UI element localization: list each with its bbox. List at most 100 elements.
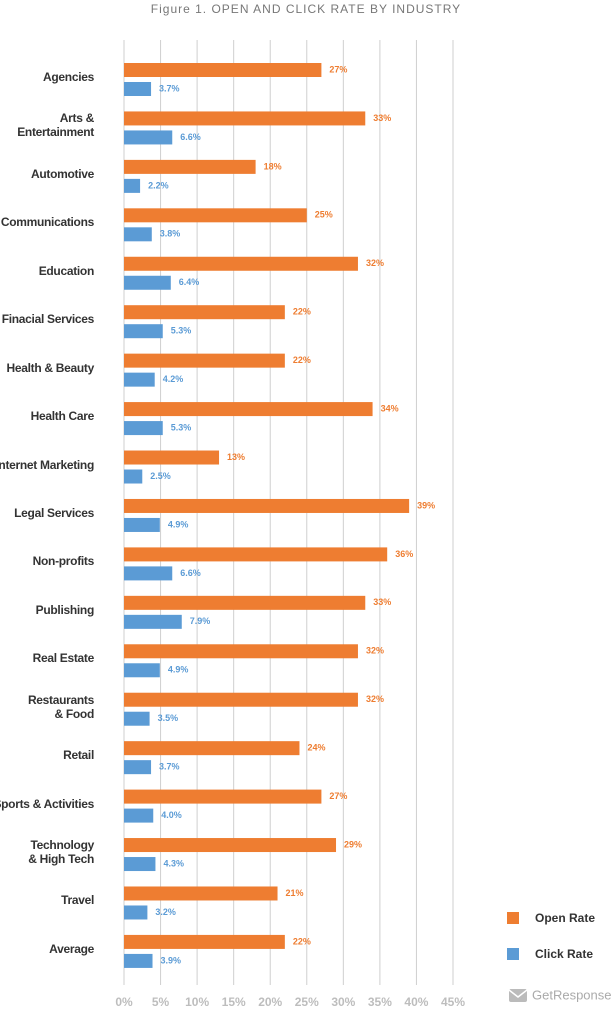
value-label: 5.3% [171,326,192,336]
y-tick-label: Publishing [35,602,95,617]
bar [124,372,155,387]
logo-icon [509,989,527,1002]
bar [124,353,285,368]
legend-swatch [507,912,519,924]
y-tick-label: Automotive [30,166,94,181]
y-tick-label: Average [49,941,94,956]
value-label: 3.8% [160,229,181,239]
y-tick-label: Internet Marketing [0,457,94,472]
x-tick-label: 35% [368,995,392,1009]
value-label: 6.6% [180,568,201,578]
value-label: 32% [366,258,384,268]
y-tick-label: Technology & High Tech [28,838,94,867]
bar [124,421,163,436]
legend-swatch [507,948,519,960]
x-tick-label: 15% [222,995,246,1009]
y-tick-label: Sports & Activities [0,796,94,811]
value-label: 3.7% [159,762,180,772]
bar [124,275,171,290]
y-tick-label: Real Estate [32,651,95,666]
value-label: 33% [373,597,391,607]
legend-label: Open Rate [535,911,595,925]
x-tick-label: 0% [115,995,133,1009]
bar [124,711,150,726]
bar [124,934,285,949]
bar [124,402,373,417]
bar [124,159,256,174]
bar [124,566,173,581]
value-label: 4.3% [163,858,184,868]
value-label: 27% [329,791,347,801]
bar [124,905,148,920]
y-tick-label: Non-profits [32,554,95,569]
bar [124,305,285,320]
bar [124,692,358,707]
bar [124,644,358,659]
y-tick-label: Agencies [43,70,94,84]
x-tick-label: 25% [295,995,319,1009]
bar [124,789,322,804]
value-label: 13% [227,452,245,462]
value-label: 3.9% [161,955,182,965]
value-label: 27% [329,64,347,74]
value-label: 22% [293,936,311,946]
bar [124,208,307,223]
value-label: 6.6% [180,132,201,142]
value-label: 2.5% [150,471,171,481]
bar [124,838,337,853]
x-tick-label: 30% [331,995,355,1009]
bar [124,256,358,271]
bar [124,111,366,126]
bar [124,178,141,193]
value-label: 2.2% [148,180,169,190]
bar [124,227,152,242]
value-label: 22% [293,307,311,317]
y-tick-label: Education [38,263,95,278]
bar [124,130,173,145]
value-label: 4.9% [168,519,189,529]
y-tick-label: Health & Beauty [6,360,94,375]
bar [124,450,220,465]
bar [124,547,388,562]
value-label: 7.9% [190,616,211,626]
y-tick-label: Health Care [30,409,95,424]
value-label: 33% [373,113,391,123]
bar [124,663,160,678]
bar [124,469,143,484]
value-label: 4.0% [161,810,182,820]
value-label: 34% [381,403,399,413]
x-tick-label: 10% [185,995,209,1009]
x-tick-label: 40% [404,995,428,1009]
bar [124,953,153,968]
bar [124,82,152,96]
value-label: 3.2% [155,907,176,917]
value-label: 32% [366,646,384,656]
value-label: 22% [293,355,311,365]
bar [124,63,322,77]
value-label: 4.2% [163,374,184,384]
bar [124,498,410,513]
legend-label: Click Rate [535,947,593,961]
value-label: 32% [366,694,384,704]
chart-title: Figure 1. OPEN AND CLICK RATE BY INDUSTR… [150,2,462,16]
bar [124,857,156,872]
bar [124,886,278,901]
value-label: 36% [395,549,413,559]
y-tick-label: Communications [0,215,94,230]
value-label: 21% [286,888,304,898]
y-tick-label: Legal Services [14,505,94,520]
y-tick-label: Restaurants & Food [27,692,94,721]
x-tick-label: 20% [258,995,282,1009]
value-label: 25% [315,210,333,220]
y-tick-label: Finacial Services [1,312,95,327]
value-label: 24% [307,743,325,753]
value-label: 6.4% [179,277,200,287]
bar [124,614,182,629]
logo-icon-mark [508,989,528,998]
bar [124,741,300,756]
y-tick-label: Travel [61,893,94,908]
value-label: 18% [264,161,282,171]
value-label: 3.7% [159,83,180,93]
